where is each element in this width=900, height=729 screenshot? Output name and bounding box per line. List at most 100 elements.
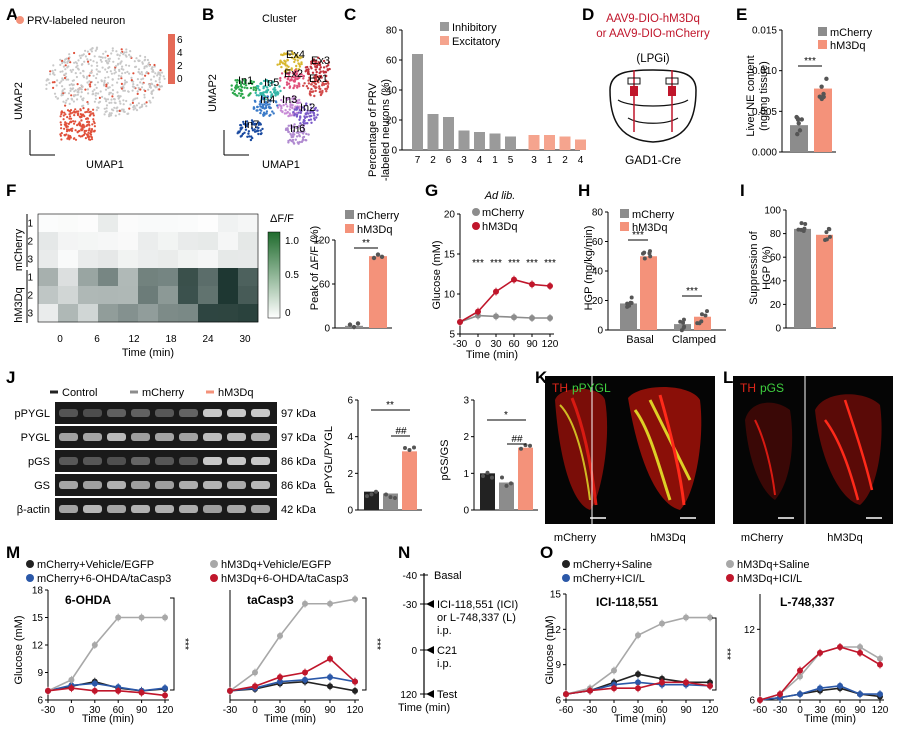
umap-point — [60, 123, 63, 126]
line-x-tick-label: -30 — [583, 705, 598, 716]
umap-point — [60, 111, 63, 114]
g-xlabel: Time (min) — [466, 349, 518, 361]
cluster-point — [250, 135, 253, 138]
l-signal — [823, 399, 874, 501]
f-heat-cell — [118, 304, 139, 323]
i-ylabel-2: HGP (%) — [761, 246, 773, 290]
umap-point — [66, 60, 69, 64]
umap-point — [133, 86, 136, 89]
umap-point — [102, 83, 106, 86]
cluster-point — [283, 86, 286, 90]
cluster-point — [319, 87, 322, 91]
cluster-point — [236, 78, 239, 82]
syringe-right — [665, 77, 679, 85]
umap-point — [75, 75, 78, 79]
umap-point — [67, 122, 70, 125]
f-group-mcherry: mCherry — [13, 228, 25, 271]
cluster-point — [302, 121, 305, 124]
legend-hm3dq: hM3Dq — [830, 40, 865, 52]
umap-point — [110, 98, 113, 101]
umap-point — [112, 60, 115, 63]
cluster-point — [276, 104, 279, 107]
data-point — [91, 687, 98, 694]
cluster-point — [298, 135, 301, 138]
umap-point — [65, 122, 68, 125]
legend-hm3dq: hM3Dq — [218, 387, 253, 399]
cluster-point — [275, 91, 279, 94]
cluster-point — [254, 86, 257, 89]
cluster-point — [281, 110, 284, 114]
cluster-point — [302, 118, 306, 122]
data-point — [611, 685, 617, 692]
k-label-ppygl: pPYGL — [572, 381, 611, 395]
umap-point — [68, 83, 71, 87]
syringe-left — [627, 77, 641, 85]
panel-j-bar-pygl: 0 2 4 6 ** ## pPYGL/PYGL — [323, 396, 422, 517]
cluster-point — [287, 139, 290, 143]
blot-band — [107, 457, 126, 465]
cluster-point — [293, 133, 296, 136]
cluster-point — [274, 83, 277, 87]
cluster-point — [292, 80, 296, 83]
cluster-point — [299, 56, 303, 59]
umap-point — [151, 69, 154, 72]
umap-point — [61, 61, 64, 65]
umap-point — [82, 70, 85, 73]
cluster-point — [312, 58, 315, 61]
umap-point — [61, 93, 64, 96]
blot-band — [83, 457, 102, 465]
cluster-point — [241, 132, 245, 136]
umap-point — [114, 65, 118, 68]
cluster-point — [252, 107, 255, 111]
umap-point — [82, 74, 85, 77]
umap-point — [56, 79, 59, 82]
umap-point — [68, 110, 72, 113]
cluster-point — [285, 67, 288, 70]
cluster-point — [318, 85, 321, 88]
umap-point — [156, 83, 159, 86]
umap-point — [96, 81, 100, 84]
J1-plot-dot — [388, 495, 393, 500]
cluster-point — [282, 96, 285, 99]
umap-point — [62, 100, 65, 103]
umap-point — [149, 86, 152, 89]
umap-point — [133, 60, 136, 63]
h-sig: *** — [632, 230, 644, 241]
series-line — [459, 314, 550, 323]
J2-plot-sig: ## — [511, 434, 523, 445]
cluster-point — [243, 86, 246, 89]
umap-point — [72, 95, 76, 98]
c-category-label: 1 — [547, 155, 553, 166]
legend-excitatory: Excitatory — [452, 36, 501, 48]
umap-point — [124, 71, 127, 74]
J1-plot-y-tick-label: 2 — [347, 469, 353, 480]
o1-xlabel: Time (min) — [614, 713, 666, 725]
l-signal — [754, 419, 776, 496]
umap-point — [53, 92, 57, 95]
cluster-point — [265, 104, 268, 108]
data-point — [857, 691, 863, 698]
umap-point — [106, 82, 109, 85]
f-heat-cell — [138, 214, 159, 233]
i-y-tick-label: 100 — [764, 206, 781, 217]
e-dot — [794, 114, 799, 120]
umap-point — [70, 129, 74, 132]
umap-point — [73, 114, 76, 117]
blot-kda: 42 kDa — [281, 504, 317, 516]
cluster-point — [301, 106, 304, 109]
cluster-point — [313, 117, 316, 120]
cluster-point — [253, 99, 257, 103]
cluster-point — [234, 79, 237, 82]
fb-bar — [369, 256, 387, 328]
umap-point — [128, 72, 131, 75]
umap-point — [84, 137, 87, 140]
cluster-point — [285, 127, 288, 130]
line-x-tick-label: 120 — [347, 705, 364, 716]
blot-band — [59, 481, 78, 489]
cluster-point — [244, 84, 248, 87]
umap-point — [51, 69, 54, 72]
f-heat-cell — [178, 214, 199, 233]
cluster-point — [322, 66, 326, 69]
cluster-point — [301, 139, 304, 142]
n-arrow — [426, 600, 434, 608]
